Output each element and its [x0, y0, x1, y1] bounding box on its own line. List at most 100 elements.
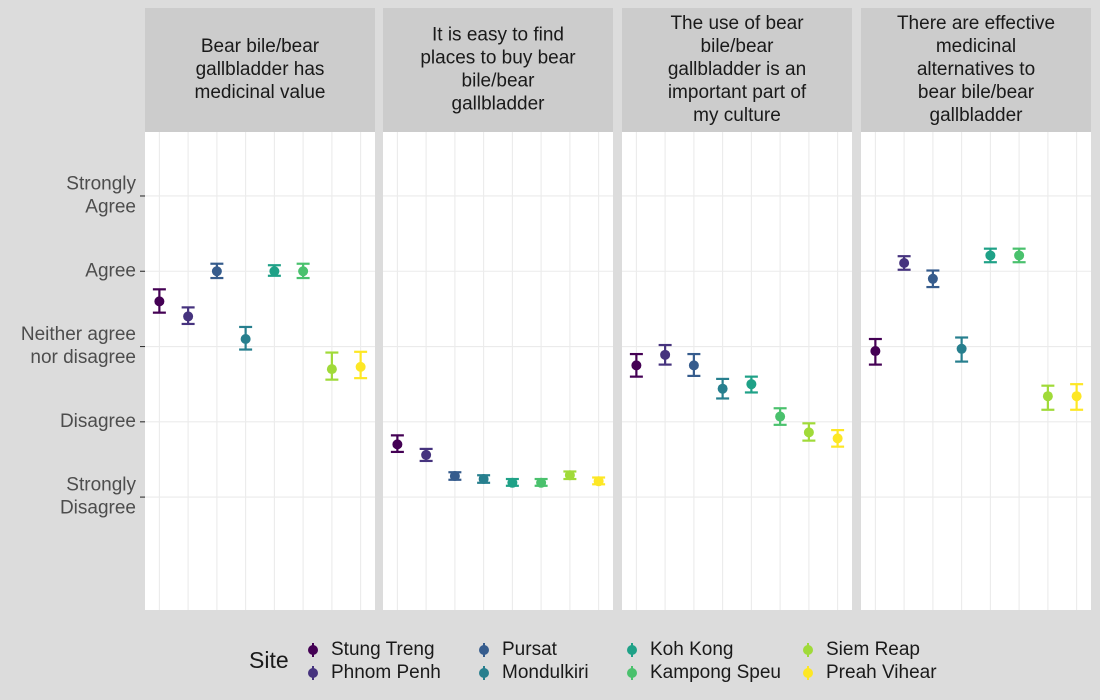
- legend-item-stung-treng: Stung Treng: [308, 639, 435, 660]
- y-tick-label: Strongly Agree: [66, 173, 136, 217]
- point-marker: [269, 266, 280, 277]
- point-marker: [956, 343, 967, 354]
- data-point-koh-kong: [983, 247, 997, 264]
- data-point-siem-reap: [325, 351, 339, 381]
- point-marker: [688, 360, 699, 371]
- data-point-stung-treng: [390, 434, 404, 454]
- y-axis: Strongly Agree Agree Neither agree nor disag…: [21, 173, 145, 519]
- point-marker: [593, 476, 604, 487]
- facet-panel-4: There are effective medicinal alternatives…: [861, 8, 1091, 610]
- legend-key-marker: [308, 668, 318, 678]
- point-marker: [183, 311, 194, 322]
- data-point-stung-treng: [868, 337, 882, 366]
- facet-title: There are effective medicinal alternatives…: [897, 13, 1055, 126]
- data-point-pursat: [926, 269, 940, 289]
- data-point-mondulkiri: [955, 336, 969, 363]
- point-marker: [421, 449, 432, 460]
- y-tick-label: Neither agree nor disagree: [21, 324, 136, 368]
- point-marker: [985, 250, 996, 261]
- legend-key-marker: [803, 645, 813, 655]
- point-marker: [870, 346, 881, 357]
- legend-item-siem-reap: Siem Reap: [803, 639, 920, 660]
- data-point-pursat: [687, 352, 701, 377]
- data-point-pursat: [448, 471, 462, 482]
- facet-title: Bear bile/bear gallbladder has medicinal v…: [195, 36, 326, 103]
- point-marker: [1071, 391, 1082, 402]
- data-point-phnom-penh: [897, 255, 911, 271]
- data-point-mondulkiri: [716, 377, 730, 400]
- legend-key-marker: [479, 645, 489, 655]
- legend-label: Preah Vihear: [826, 662, 937, 683]
- point-marker: [803, 427, 814, 438]
- data-point-preah-vihear: [354, 350, 368, 380]
- legend-label: Phnom Penh: [331, 662, 441, 683]
- data-point-siem-reap: [1041, 384, 1055, 411]
- facet-strip: [861, 8, 1091, 132]
- point-marker: [746, 379, 757, 390]
- point-marker: [660, 349, 671, 360]
- facet-strip: [145, 8, 375, 132]
- data-point-pursat: [210, 262, 224, 280]
- point-marker: [478, 474, 489, 485]
- y-tick-label: Agree: [85, 260, 136, 281]
- legend-item-preah-vihear: Preah Vihear: [803, 662, 937, 683]
- data-point-preah-vihear: [831, 428, 845, 448]
- legend-item-kampong-speu: Kampong Speu: [627, 662, 781, 683]
- point-marker: [564, 470, 575, 481]
- facet-strip: [383, 8, 613, 132]
- point-marker: [1042, 391, 1053, 402]
- legend-key-marker: [308, 645, 318, 655]
- point-marker: [154, 296, 165, 307]
- legend-item-koh-kong: Koh Kong: [627, 639, 733, 660]
- data-point-phnom-penh: [658, 343, 672, 366]
- legend-label: Pursat: [502, 639, 558, 660]
- point-marker: [536, 477, 547, 488]
- point-marker: [899, 257, 910, 268]
- point-marker: [832, 433, 843, 444]
- y-tick-label: Disagree: [60, 411, 136, 432]
- legend-key-marker: [627, 645, 637, 655]
- legend-title: Site: [249, 647, 289, 673]
- data-point-kampong-speu: [296, 262, 310, 280]
- facet-strip: [622, 8, 852, 132]
- facet-panel-2: It is easy to find places to buy bear bile…: [383, 8, 613, 610]
- point-marker: [298, 266, 309, 277]
- data-point-koh-kong: [267, 264, 281, 277]
- data-point-siem-reap: [563, 470, 577, 481]
- point-marker: [927, 273, 938, 284]
- legend-label: Koh Kong: [650, 639, 733, 660]
- facet-panel-1: Bear bile/bear gallbladder has medicinal v…: [145, 8, 375, 610]
- legend-key-marker: [803, 668, 813, 678]
- data-point-preah-vihear: [592, 476, 606, 487]
- point-marker: [775, 411, 786, 422]
- data-point-preah-vihear: [1070, 383, 1084, 411]
- legend-key-marker: [627, 668, 637, 678]
- data-point-phnom-penh: [181, 306, 195, 326]
- data-point-mondulkiri: [239, 325, 253, 351]
- data-point-siem-reap: [802, 422, 816, 442]
- legend-label: Mondulkiri: [502, 662, 589, 683]
- legend-key-marker: [479, 668, 489, 678]
- data-point-stung-treng: [629, 352, 643, 378]
- facet-title: It is easy to find places to buy bear bile…: [420, 25, 576, 115]
- panels-layer: Bear bile/bear gallbladder has medicinal v…: [145, 8, 1091, 610]
- legend-label: Kampong Speu: [650, 662, 781, 683]
- panel-background: [145, 132, 375, 610]
- data-point-koh-kong: [505, 477, 519, 488]
- point-marker: [240, 334, 251, 345]
- facet-panel-3: The use of bear bile/bear gallbladder is a…: [622, 8, 852, 610]
- data-point-koh-kong: [744, 375, 758, 394]
- point-marker: [631, 360, 642, 371]
- point-marker: [449, 471, 460, 482]
- panel-background: [383, 132, 613, 610]
- panel-background: [622, 132, 852, 610]
- data-point-kampong-speu: [534, 477, 548, 488]
- point-marker: [1014, 250, 1025, 261]
- data-point-stung-treng: [152, 288, 166, 314]
- legend-item-phnom-penh: Phnom Penh: [308, 662, 441, 683]
- data-point-mondulkiri: [477, 474, 491, 485]
- point-marker: [355, 361, 366, 372]
- point-marker: [507, 477, 518, 488]
